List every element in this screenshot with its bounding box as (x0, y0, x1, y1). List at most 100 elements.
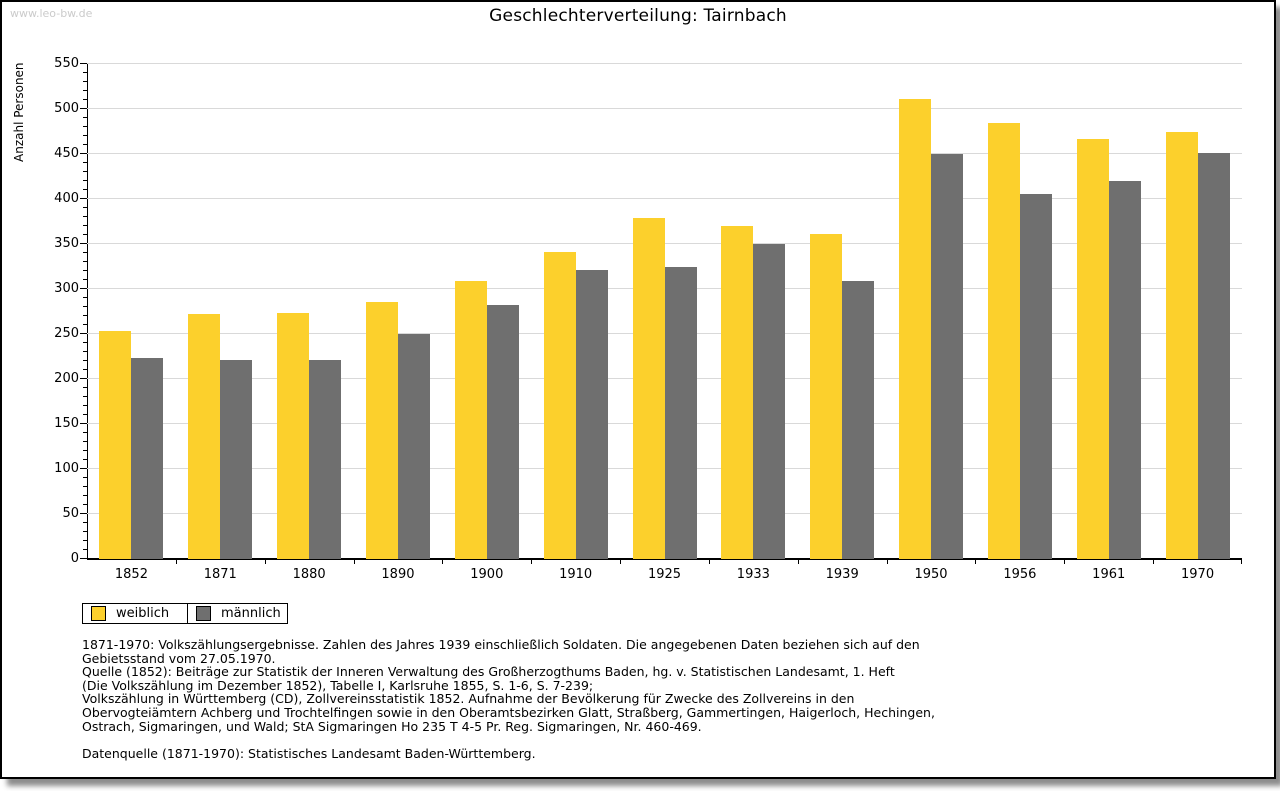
y-axis-line (87, 64, 88, 559)
x-boundary-tick (797, 559, 799, 564)
y-major-tick (80, 108, 87, 109)
bar-maennlich (842, 280, 875, 559)
bar-maennlich (664, 266, 697, 559)
y-minor-tick (83, 351, 87, 352)
y-tick-label: 250 (54, 326, 79, 341)
y-minor-tick (83, 450, 87, 451)
bar-weiblich (188, 314, 221, 559)
bar-maennlich (131, 358, 164, 559)
y-tick-label: 400 (54, 191, 79, 206)
bar-weiblich (99, 331, 132, 559)
y-major-tick (80, 423, 87, 424)
x-boundary-tick (175, 559, 177, 564)
x-axis-line (87, 558, 1242, 560)
y-minor-tick (83, 315, 87, 316)
legend-swatch (91, 606, 106, 621)
x-tick-label: 1880 (292, 567, 326, 582)
y-minor-tick (83, 180, 87, 181)
y-minor-tick (83, 261, 87, 262)
y-minor-tick (83, 117, 87, 118)
x-boundary-tick (708, 559, 710, 564)
x-tick-label: 1956 (1003, 567, 1037, 582)
y-major-tick (80, 198, 87, 199)
footnote-line: (Die Volkszählung im Dezember 1852), Tab… (82, 677, 594, 693)
legend-swatch (196, 606, 211, 621)
footnote-line (82, 733, 935, 747)
bar-maennlich (1019, 193, 1052, 559)
y-minor-tick (83, 225, 87, 226)
legend: weiblich männlich (82, 603, 288, 624)
legend-label: weiblich (116, 606, 170, 621)
y-minor-tick (83, 477, 87, 478)
y-minor-tick (83, 189, 87, 190)
x-boundary-tick (353, 559, 355, 564)
y-minor-tick (83, 405, 87, 406)
legend-item-maennlich: männlich (187, 603, 288, 624)
legend-label: männlich (221, 606, 281, 621)
y-minor-tick (83, 90, 87, 91)
x-boundary-tick (1064, 559, 1066, 564)
y-major-tick (80, 468, 87, 469)
y-minor-tick (83, 297, 87, 298)
y-major-tick (80, 288, 87, 289)
y-minor-tick (83, 234, 87, 235)
x-boundary-tick (620, 559, 622, 564)
y-minor-tick (83, 549, 87, 550)
bar-weiblich (1076, 138, 1109, 559)
y-minor-tick (83, 369, 87, 370)
bar-weiblich (632, 217, 665, 559)
y-minor-tick (83, 126, 87, 127)
y-tick-label: 300 (54, 281, 79, 296)
y-minor-tick (83, 252, 87, 253)
gridline (87, 198, 1242, 199)
y-minor-tick (83, 306, 87, 307)
y-minor-tick (83, 72, 87, 73)
x-tick-label: 1925 (647, 567, 682, 582)
bar-weiblich (543, 252, 576, 559)
x-boundary-tick (531, 559, 533, 564)
y-minor-tick (83, 360, 87, 361)
y-minor-tick (83, 459, 87, 460)
y-minor-tick (83, 531, 87, 532)
y-minor-tick (83, 270, 87, 271)
x-tick-label: 1871 (203, 567, 237, 582)
x-boundary-tick (886, 559, 888, 564)
gridline (87, 108, 1242, 109)
x-boundary-tick (1241, 559, 1242, 564)
y-minor-tick (83, 279, 87, 280)
y-tick-label: 0 (70, 551, 79, 566)
footnote-line: Ostrach, Sigmaringen, und Wald; StA Sigm… (82, 718, 702, 734)
x-tick-label: 1900 (470, 567, 504, 582)
bar-weiblich (454, 280, 487, 559)
y-minor-tick (83, 171, 87, 172)
footnote-line: 1871-1970: Volkszählungsergebnisse. Zahl… (82, 637, 920, 652)
y-major-tick (80, 513, 87, 514)
y-tick-label: 50 (62, 506, 79, 521)
x-boundary-tick (442, 559, 444, 564)
bar-weiblich (365, 301, 398, 559)
y-minor-tick (83, 396, 87, 397)
bar-maennlich (486, 305, 519, 559)
y-minor-tick (83, 504, 87, 505)
y-tick-label: 500 (54, 101, 79, 116)
y-minor-tick (83, 414, 87, 415)
y-minor-tick (83, 216, 87, 217)
bar-maennlich (1197, 153, 1230, 559)
footnotes: 1871-1970: Volkszählungsergebnisse. Zahl… (82, 638, 935, 760)
bar-maennlich (397, 334, 430, 559)
y-minor-tick (83, 486, 87, 487)
footnote-line: Gebietsstand vom 27.05.1970. (82, 650, 276, 666)
y-tick-label: 350 (54, 236, 79, 251)
y-minor-tick (83, 144, 87, 145)
y-minor-tick (83, 432, 87, 433)
bar-maennlich (309, 360, 342, 559)
x-boundary-tick (1153, 559, 1155, 564)
x-tick-label: 1890 (381, 567, 415, 582)
y-minor-tick (83, 324, 87, 325)
x-boundary-tick (975, 559, 977, 564)
y-tick-label: 550 (54, 56, 79, 71)
x-tick-label: 1970 (1181, 567, 1215, 582)
y-tick-label: 450 (54, 146, 79, 161)
y-minor-tick (83, 342, 87, 343)
y-minor-tick (83, 387, 87, 388)
